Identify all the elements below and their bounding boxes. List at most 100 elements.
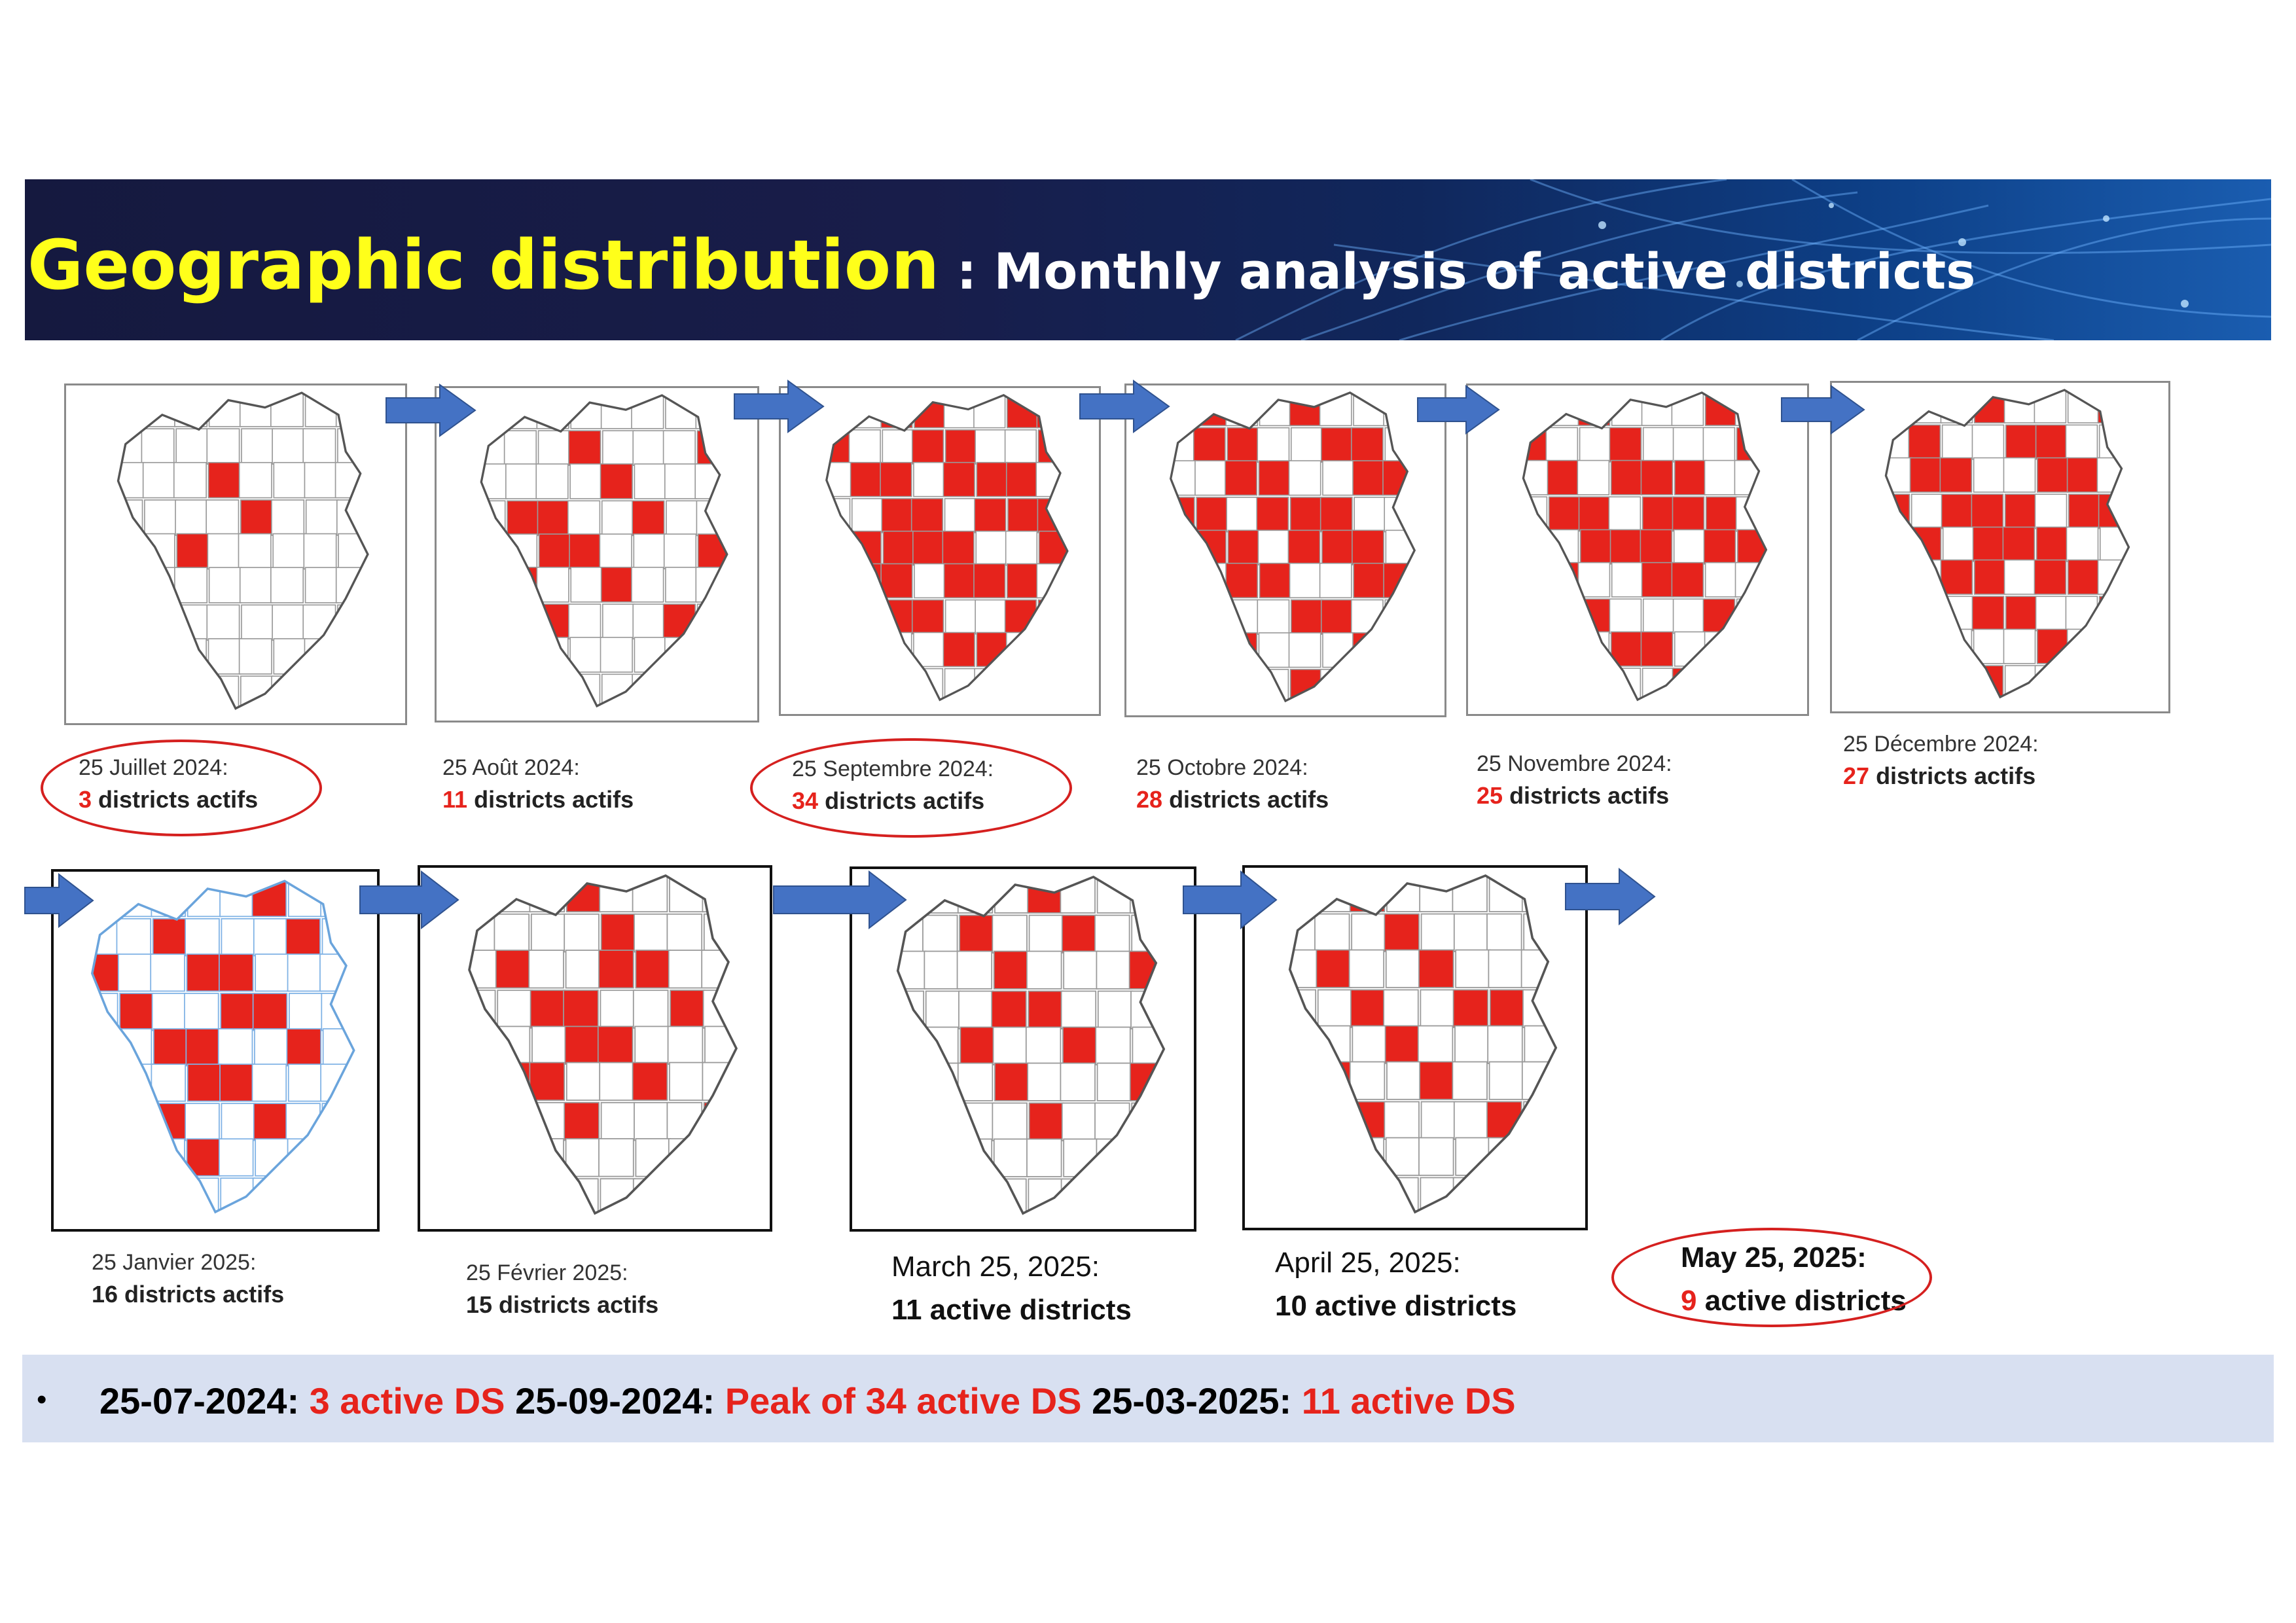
district [826, 563, 850, 599]
district [1128, 1138, 1164, 1177]
district [481, 567, 505, 603]
district [897, 1026, 926, 1065]
district [1385, 949, 1422, 988]
district [923, 1026, 959, 1065]
district [142, 638, 176, 675]
active-district [529, 1061, 565, 1101]
district [255, 954, 290, 992]
district [897, 1178, 925, 1214]
district [496, 876, 532, 913]
district [287, 881, 323, 918]
district [1910, 493, 1944, 529]
active-district [1671, 562, 1704, 597]
district [1452, 1061, 1488, 1100]
district [569, 463, 603, 499]
district [287, 954, 323, 992]
district [253, 918, 289, 957]
district [530, 913, 567, 953]
active-district [850, 632, 883, 668]
district [1061, 1102, 1098, 1141]
active-district [176, 533, 210, 570]
active-district [1170, 669, 1195, 702]
country-outline [480, 394, 728, 708]
active-district [703, 1101, 736, 1141]
district [1609, 598, 1642, 634]
district [1170, 460, 1197, 496]
caption-oct-2024: 25 Octobre 2024: 28 districts actifs [1136, 757, 1329, 812]
active-district [1548, 496, 1581, 532]
active-district [1170, 562, 1194, 599]
district [239, 393, 273, 427]
active-district [1256, 497, 1289, 533]
active-district [1194, 529, 1227, 565]
district [1734, 631, 1767, 667]
active-district [507, 500, 540, 537]
district [599, 533, 632, 569]
active-district [1225, 632, 1257, 668]
district [150, 1138, 185, 1177]
caption-date: 25 Août 2024: [442, 755, 580, 780]
district [273, 461, 307, 499]
arrow-right-icon [773, 870, 907, 929]
arrow-right-icon [386, 383, 476, 437]
district [570, 395, 603, 429]
active-district [1061, 914, 1098, 954]
district [220, 1177, 255, 1212]
district [992, 914, 1028, 954]
active-district [1007, 395, 1039, 429]
district [271, 499, 305, 536]
district [497, 1178, 533, 1213]
district [494, 1026, 531, 1065]
active-district [942, 530, 975, 566]
district [287, 1138, 323, 1177]
district [1096, 1062, 1133, 1101]
district [634, 463, 667, 499]
district [150, 954, 185, 992]
district [1735, 668, 1767, 700]
district [321, 1177, 354, 1212]
district [1289, 562, 1322, 599]
district [217, 1028, 253, 1067]
district [1641, 668, 1675, 700]
district [602, 430, 636, 466]
active-district [2034, 559, 2067, 595]
district [1317, 989, 1354, 1028]
map-panel-8 [418, 865, 772, 1232]
district [1349, 1061, 1386, 1100]
district [528, 1138, 564, 1177]
district [537, 673, 570, 706]
district [1672, 598, 1706, 634]
district [1578, 668, 1611, 700]
active-district [2098, 596, 2129, 632]
active-district [1886, 596, 1911, 632]
active-district [881, 668, 914, 700]
district [665, 567, 698, 603]
district [1257, 427, 1290, 463]
district [1035, 632, 1067, 668]
district [944, 599, 978, 635]
district [1028, 914, 1065, 954]
district [1195, 562, 1229, 599]
district [337, 604, 368, 641]
active-district [1352, 529, 1384, 565]
active-district [1452, 989, 1489, 1028]
active-district [1972, 526, 2005, 562]
active-district [849, 530, 882, 566]
district [1886, 628, 1912, 664]
district [826, 668, 851, 700]
summary-value-1: 3 active DS [309, 1380, 505, 1421]
district [1060, 1062, 1096, 1101]
district [1546, 529, 1579, 565]
district [1063, 950, 1099, 990]
active-district [529, 990, 566, 1029]
district [2034, 493, 2068, 529]
district [848, 429, 881, 465]
active-district [152, 918, 188, 957]
caption-date: 25 Février 2025: [466, 1260, 628, 1285]
district [173, 638, 207, 675]
district [1522, 989, 1556, 1028]
district [505, 637, 539, 673]
active-district [1258, 460, 1291, 496]
district [2003, 389, 2037, 423]
active-district [1225, 562, 1259, 599]
